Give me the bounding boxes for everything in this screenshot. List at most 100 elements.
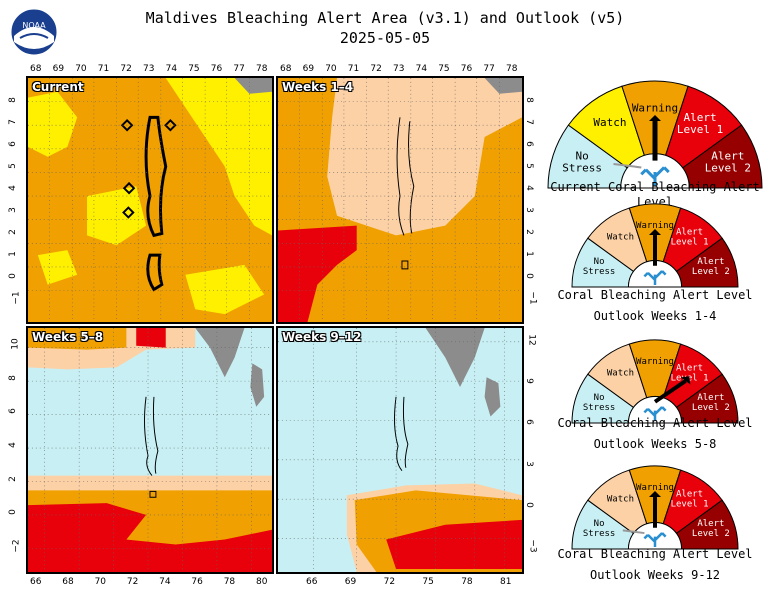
lon-tick-label: 75 [422, 577, 434, 587]
lon-tick-label: 70 [94, 577, 107, 587]
gauge-label-watch: Watch [607, 368, 634, 378]
lon-tick-label: 75 [438, 64, 450, 74]
lat-tick-label: 0 [7, 509, 18, 516]
lat-tick-label: 4 [7, 185, 18, 191]
lat-tick-label: 4 [7, 442, 18, 448]
gauge-caption-line: Outlook Weeks 9-12 [589, 568, 721, 582]
lon-tick-label: 70 [325, 64, 337, 74]
gauge-caption: Coral Bleaching Alert Level Outlook Weeks… [540, 416, 770, 452]
gauge-label-alert2: Alert Level 2 [692, 393, 730, 413]
gauge-caption-line: Coral Bleaching Alert Level [557, 416, 753, 430]
lon-tick-label: 74 [165, 64, 178, 74]
coral-icon [627, 259, 683, 288]
gauge-label-watch: Watch [593, 116, 626, 129]
gauge-label-alert2: Alert Level 2 [692, 519, 730, 539]
lat-tick-label: 8 [7, 374, 18, 381]
lon-tick-label: 72 [370, 64, 382, 74]
lat-tick-label: −2 [11, 539, 22, 553]
gauge-label-no-stress: No Stress [583, 257, 616, 277]
lat-tick-label: −1 [11, 291, 22, 305]
map-panel-weeks-1-4: Weeks 1–4 [276, 76, 524, 324]
gauge-label-alert2: Alert Level 2 [705, 149, 751, 174]
lon-tick-label: 78 [461, 577, 473, 587]
lat-tick-label: −1 [527, 291, 538, 305]
lat-tick-label: 2 [7, 475, 18, 482]
page-title: Maldives Bleaching Alert Area (v3.1) and… [145, 9, 625, 27]
lat-tick-label: 4 [523, 185, 534, 191]
lon-tick-label: 77 [483, 64, 495, 74]
gauge-caption-line: Outlook Weeks 5-8 [593, 437, 717, 451]
lon-tick-label: 76 [460, 64, 473, 74]
lat-tick-label: 5 [7, 163, 18, 169]
lon-tick-label: 80 [256, 577, 268, 587]
gauge-label-watch: Watch [607, 494, 634, 504]
lon-tick-label: 71 [97, 64, 110, 74]
lon-tick-label: 73 [143, 64, 155, 74]
map-panel-weeks-5-8: Weeks 5–8 [26, 326, 274, 574]
lat-tick-label: 2 [523, 229, 534, 235]
coral-icon-shape [643, 406, 667, 421]
gauge-label-alert1: Alert Level 1 [671, 489, 709, 509]
lon-tick-label: 73 [393, 64, 405, 74]
lat-tick-label: 7 [523, 119, 534, 125]
gauge-label-watch: Watch [607, 232, 634, 242]
lon-tick-label: 81 [500, 577, 512, 587]
gauge-caption-line: Outlook Weeks 1-4 [593, 309, 717, 323]
lat-tick-label: 1 [7, 251, 18, 257]
lon-tick-label: 72 [120, 64, 132, 74]
panel-label-current: Current [32, 80, 84, 94]
map-panel-current: Current [26, 76, 274, 324]
lon-tick-label: 68 [62, 577, 74, 587]
lon-tick-label: 69 [344, 577, 357, 587]
lon-tick-label: 72 [383, 577, 396, 587]
coral-icon [620, 153, 690, 189]
lat-tick-label: 6 [523, 141, 534, 147]
needle-head-icon [649, 115, 661, 122]
lon-tick-label: 78 [223, 577, 236, 587]
lon-tick-label: 77 [233, 64, 245, 74]
alert-gauge: No Stress Watch Warning Alert Level 1 Alert Lev… [570, 462, 740, 557]
lat-tick-label: 0 [523, 273, 534, 279]
lon-tick-label: 74 [159, 577, 171, 587]
gauge-label-warning: Warning [632, 101, 678, 114]
gauge-label-no-stress: No Stress [583, 519, 616, 539]
gauge-label-no-stress: No Stress [562, 149, 602, 174]
lon-tick-label: 72 [126, 577, 139, 587]
gauge-label-warning: Warning [636, 483, 674, 493]
panel-label-weeks-5-8: Weeks 5–8 [32, 330, 104, 344]
lat-tick-label: 8 [7, 97, 18, 103]
needle-arrow-icon [653, 379, 687, 404]
lon-tick-label: 76 [191, 577, 203, 587]
lon-tick-label: 68 [280, 64, 292, 74]
lat-tick-label: 1 [523, 251, 534, 257]
lon-tick-label: 76 [210, 64, 223, 74]
lon-tick-label: 75 [188, 64, 200, 74]
gauge-caption-line: Coral Bleaching Alert Level [557, 547, 753, 561]
coral-icon [627, 395, 683, 424]
lon-tick-label: 66 [306, 577, 318, 587]
lon-tick-label: 68 [30, 64, 42, 74]
needle-head-icon [680, 376, 691, 385]
coral-icon-shape [643, 532, 667, 547]
gauge-caption-line: Coral Bleaching Alert Level [557, 288, 753, 302]
lat-tick-label: 0 [7, 273, 18, 279]
gauge-caption: Coral Bleaching Alert Level Outlook Weeks… [540, 547, 770, 583]
gauge-label-no-stress: No Stress [583, 393, 616, 413]
lat-tick-label: 3 [7, 207, 18, 213]
alert-gauge: No Stress Watch Warning Alert Level 1 Alert Lev… [570, 200, 740, 295]
lat-tick-label: 3 [523, 207, 534, 213]
secondary-needle [622, 529, 645, 535]
panel-label-weeks-1-4: Weeks 1–4 [282, 80, 354, 94]
secondary-needle [613, 163, 642, 169]
gauge-label-warning: Warning [636, 221, 674, 231]
lat-tick-label: −3 [527, 539, 538, 553]
lat-tick-label: 12 [526, 334, 537, 346]
lat-tick-label: 6 [7, 408, 18, 415]
lat-tick-label: 3 [523, 460, 534, 467]
lon-tick-label: 69 [52, 64, 65, 74]
lat-tick-label: 7 [7, 119, 18, 125]
gauge-caption: Coral Bleaching Alert Level Outlook Weeks… [540, 288, 770, 324]
